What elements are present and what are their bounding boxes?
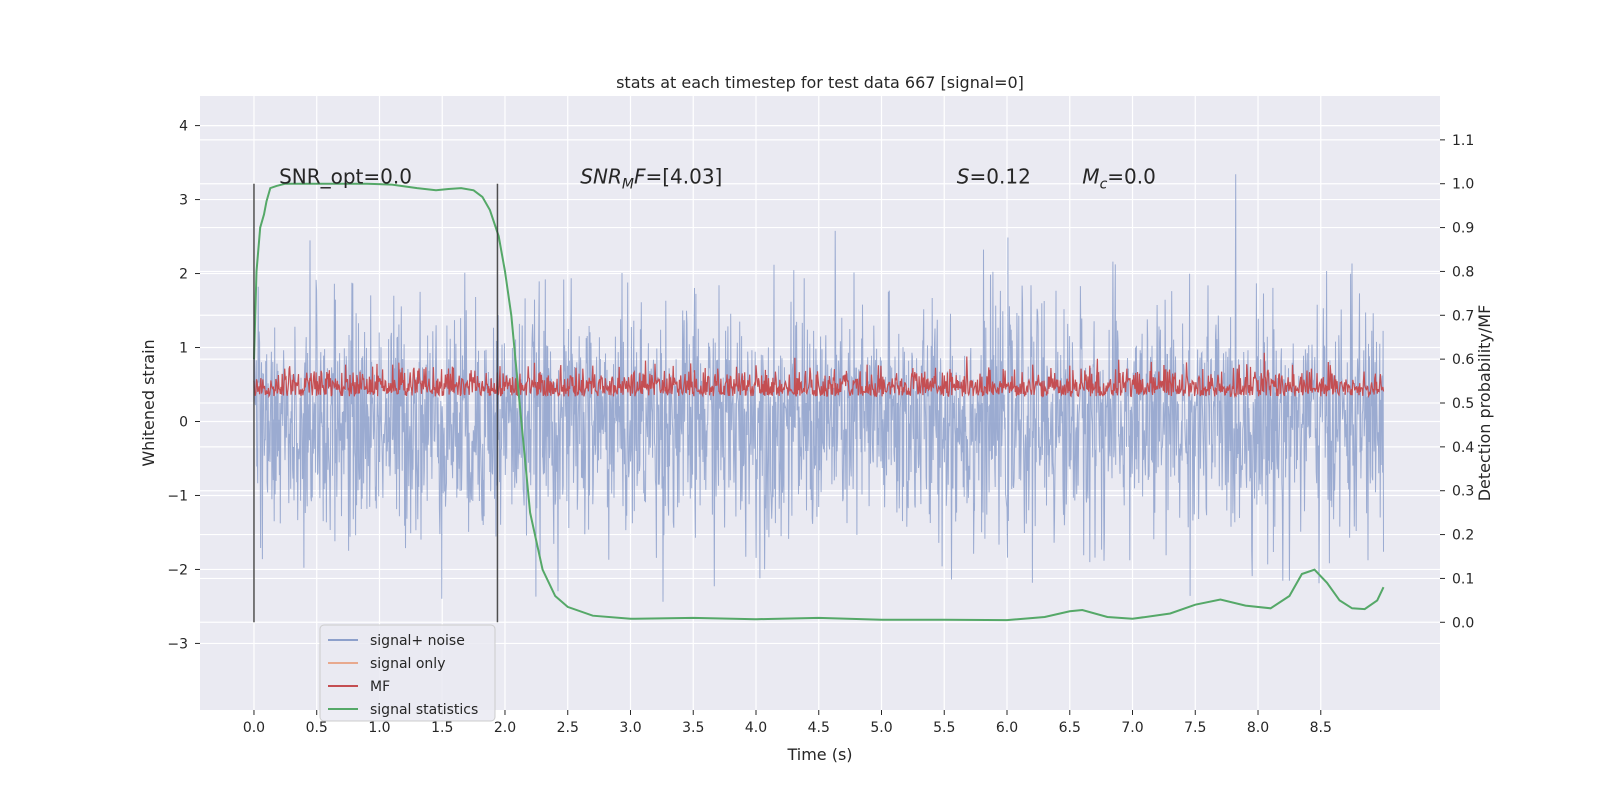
legend: signal+ noise signal only MF signal stat…: [319, 624, 496, 722]
mf-line: [253, 352, 1385, 399]
annotation-mc-part: =0.0: [1107, 165, 1156, 189]
x-tick-label: 6.5: [1059, 720, 1081, 736]
x-tick-label: 7.0: [1121, 720, 1143, 736]
legend-label-signal-noise: signal+ noise: [370, 633, 465, 649]
left-y-tick-label: −2: [167, 562, 188, 578]
annotation-mc: Mc=0.0: [1082, 165, 1156, 193]
annotation-s-part: =0.12: [970, 165, 1031, 189]
signal-noise-line: [253, 174, 1384, 602]
x-tick-label: 5.0: [870, 720, 892, 736]
annotation-s-part: S: [957, 165, 970, 189]
vertical-lines: [253, 183, 499, 623]
right-y-axis-label: Detection probability/MF: [1475, 305, 1494, 502]
signal-noise-series: [253, 174, 1384, 602]
right-y-tick-label: 0.7: [1452, 308, 1474, 324]
annotations: SNR_opt=0.0 SNRMF=[4.03] S=0.12 Mc=0.0: [279, 165, 1156, 193]
mf-series: [253, 352, 1385, 399]
x-axis-label: Time (s): [786, 745, 852, 764]
left-y-tick-label: 4: [179, 119, 188, 135]
chart-title: stats at each timestep for test data 667…: [616, 73, 1024, 92]
x-tick-label: 6.0: [996, 720, 1018, 736]
right-y-tick-label: 0.3: [1452, 484, 1474, 500]
left-y-tick-label: 3: [179, 193, 188, 209]
x-tick-label: 3.5: [682, 720, 704, 736]
annotation-snr-mf-part: M: [622, 177, 634, 193]
left-y-tick-label: 2: [179, 267, 188, 283]
x-tick-label: 0.0: [243, 720, 265, 736]
right-y-tick-label: 0.0: [1452, 615, 1474, 631]
x-tick-label: 4.0: [745, 720, 767, 736]
right-y-tick-label: 1.0: [1452, 177, 1474, 193]
x-tick-label: 8.5: [1310, 720, 1332, 736]
x-tick-label: 2.0: [494, 720, 516, 736]
left-y-tick-label: −1: [167, 488, 188, 504]
annotation-snr-mf-part: F: [634, 165, 646, 189]
legend-label-signal-statistics: signal statistics: [370, 702, 478, 718]
x-axis-ticks: 0.0 0.5 1.0 1.5 2.0 2.5 3.0 3.5 4.0 4.5 5.0 5.5 6.0 6…: [243, 710, 1332, 736]
right-y-tick-label: 0.6: [1452, 352, 1474, 368]
signal-statistics-series: [253, 182, 1385, 622]
right-y-tick-label: 0.1: [1452, 571, 1474, 587]
x-tick-label: 2.5: [557, 720, 579, 736]
signal-statistics-line: [253, 182, 1385, 622]
x-tick-label: 1.5: [431, 720, 453, 736]
left-y-axis-ticks: −3 −2 −1 0 1 2 3 4: [167, 119, 200, 652]
right-y-tick-label: 0.8: [1452, 264, 1474, 280]
x-tick-label: 5.5: [933, 720, 955, 736]
annotation-snr-mf: SNRMF=[4.03]: [580, 165, 722, 193]
legend-label-mf: MF: [370, 679, 390, 695]
x-tick-label: 4.5: [808, 720, 830, 736]
right-y-tick-label: 1.1: [1452, 133, 1474, 149]
annotation-snr-opt: SNR_opt=0.0: [279, 165, 412, 189]
x-tick-label: 1.0: [368, 720, 390, 736]
annotation-mc-part: M: [1082, 165, 1099, 189]
legend-label-signal-only: signal only: [370, 656, 445, 672]
x-tick-label: 3.0: [619, 720, 641, 736]
left-y-tick-label: −3: [167, 636, 188, 652]
annotation-snr-mf-part: SNR: [580, 165, 622, 189]
left-y-tick-label: 0: [179, 414, 188, 430]
annotation-mc-part: c: [1100, 177, 1108, 193]
right-y-tick-label: 0.9: [1452, 221, 1474, 237]
x-tick-label: 0.5: [306, 720, 328, 736]
right-y-tick-label: 0.2: [1452, 528, 1474, 544]
left-y-axis-label: Whitened strain: [139, 339, 158, 466]
annotation-snr-mf-part: =[4.03]: [645, 165, 722, 189]
x-tick-label: 8.0: [1247, 720, 1269, 736]
right-y-axis-ticks: 0.0 0.1 0.2 0.3 0.4 0.5 0.6 0.7 0.8 0.9 1.0 1.1: [1440, 133, 1474, 631]
right-y-tick-label: 0.4: [1452, 440, 1474, 456]
annotation-s: S=0.12: [957, 165, 1031, 189]
left-y-tick-label: 1: [179, 341, 188, 357]
x-tick-label: 7.5: [1184, 720, 1206, 736]
legend-box: [319, 624, 496, 722]
right-y-tick-label: 0.5: [1452, 396, 1474, 412]
